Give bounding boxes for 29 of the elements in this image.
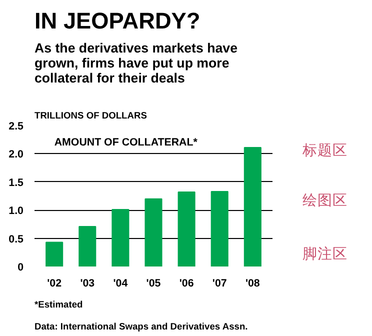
y-tick-label: 2.5: [8, 120, 24, 132]
y-tick-label: 2.0: [8, 148, 24, 161]
x-tick-label: '07: [212, 278, 227, 290]
bar: [46, 242, 64, 266]
bar: [244, 146, 262, 266]
x-tick-label: '04: [113, 278, 128, 290]
annotation: AMOUNT OF COLLATERAL*: [54, 136, 198, 148]
bar: [178, 192, 196, 266]
bar: [210, 190, 228, 266]
y-axis-title: TRILLIONS OF DOLLARS: [34, 110, 147, 120]
y-tick-label: 1.0: [8, 205, 24, 218]
x-tick-label: '08: [245, 278, 260, 290]
text: 标题区: [302, 142, 348, 160]
chart-title: IN JEOPARDY?: [34, 8, 200, 34]
x-tick-label: '03: [80, 278, 95, 290]
bar: [144, 198, 162, 266]
text: Data: International Swaps and Derivatives Assn.: [34, 322, 248, 332]
x-tick-label: '02: [47, 278, 62, 290]
y-tick-label: 1.5: [8, 176, 24, 189]
x-tick-label: '05: [146, 278, 161, 290]
bar: [78, 226, 96, 266]
text: *Estimated: [34, 300, 84, 310]
text: 绘图区: [302, 192, 348, 210]
y-tick-label: 0: [18, 262, 24, 274]
y-tick-label: 0.5: [8, 233, 24, 246]
bar: [112, 209, 130, 266]
text: 脚注区: [302, 245, 348, 262]
chart-subtitle: As the derivatives markets have grown, firms have put up more collateral for their deals: [34, 40, 238, 86]
x-tick-label: '06: [179, 278, 194, 290]
